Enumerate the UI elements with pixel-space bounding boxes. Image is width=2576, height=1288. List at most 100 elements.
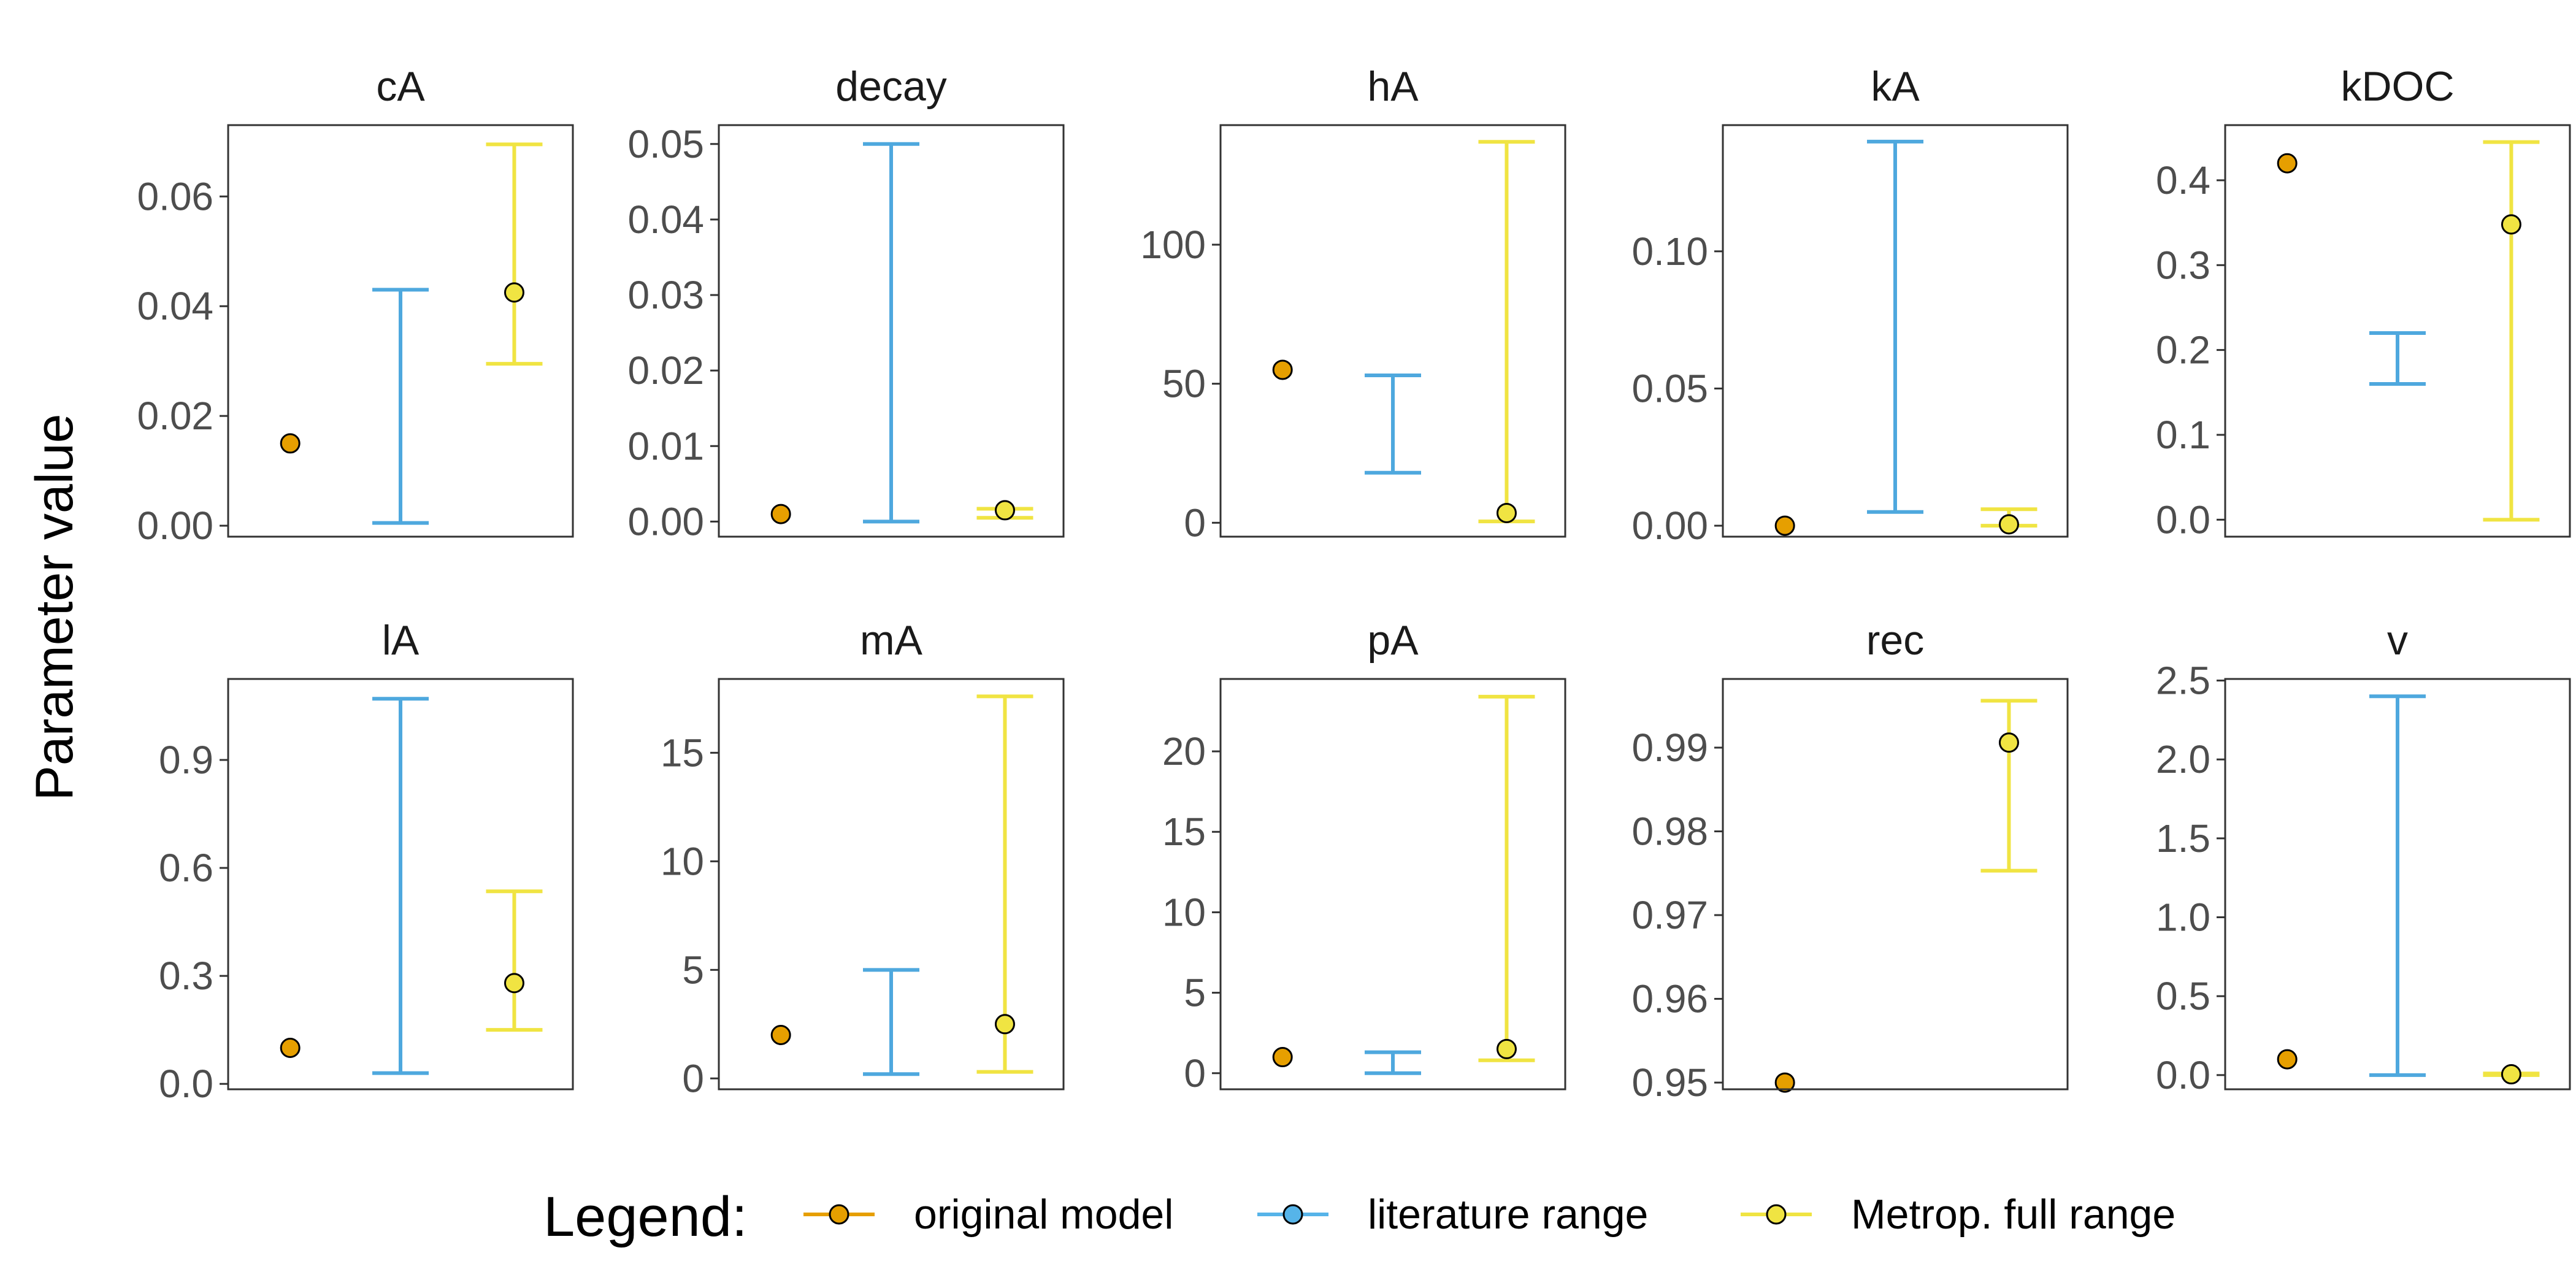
y-tick-label-la: 0.0 [159,1062,213,1106]
metrop-point-ca [504,282,524,303]
panel-border-kdoc [2224,124,2571,538]
y-tick-label-rec: 0.98 [1631,809,1708,853]
y-tick-label-rec: 0.96 [1631,977,1708,1021]
y-tick-label-ca: 0.04 [137,284,213,328]
y-tick-label-ka: 0.00 [1631,504,1708,548]
y-tick-label-v: 0.5 [2156,974,2210,1018]
panel-title-ca: cA [376,63,425,110]
panel-title-la: lA [382,617,420,664]
y-tick-label-rec: 0.99 [1631,726,1708,770]
legend-item-original: original model [803,1191,1173,1238]
original-model-point-la [280,1038,301,1059]
original-model-point-ka [1774,515,1795,536]
y-tick-label-kdoc: 0.2 [2156,328,2210,372]
metrop-range-bar-ma [976,694,1033,1074]
legend-label-original: original model [914,1191,1173,1238]
original-model-point-pa [1272,1047,1293,1068]
metrop-range-bar-ha [1478,140,1535,524]
metrop-point-ha [1496,502,1517,523]
panel-decay: decay 0.00 0.01 0.02 0.03 0.04 0.05 [627,63,1065,543]
y-tick-label-ca: 0.00 [137,504,213,548]
literature-range-bar-kdoc [2369,331,2426,386]
y-tick-label-pa: 20 [1162,729,1206,773]
y-tick-label-ka: 0.05 [1631,366,1708,410]
y-tick-label-v: 2.5 [2156,659,2210,703]
metrop-range-bar-la [486,889,543,1032]
y-tick-label-ma: 10 [661,839,704,883]
y-tick-label-decay: 0.00 [627,499,704,543]
literature-range-bar-ha [1365,374,1421,475]
y-tick-label-ca: 0.06 [137,174,213,218]
original-model-point-ca [280,433,301,454]
y-tick-label-decay: 0.05 [627,122,704,166]
y-tick-label-v: 0.0 [2156,1053,2210,1097]
y-tick-label-kdoc: 0.1 [2156,413,2210,457]
literature-range-bar-ca [372,288,429,525]
panel-ma: mA 0 5 10 15 [661,617,1065,1100]
metrop-range-bar-kdoc [2483,140,2540,522]
panel-border-pa [1219,678,1566,1091]
y-tick-label-ma: 0 [682,1056,704,1100]
y-tick-label-la: 0.9 [159,738,213,782]
panel-title-pa: pA [1367,617,1419,664]
y-tick-label-ma: 5 [682,948,704,992]
panel-ka: kA 0.00 0.05 0.10 [1631,63,2069,548]
y-tick-label-decay: 0.01 [627,424,704,468]
legend-key-point-literature [1282,1204,1303,1225]
metrop-point-la [504,973,524,994]
original-model-point-rec [1774,1072,1795,1093]
panel-title-decay: decay [835,63,946,110]
y-tick-label-la: 0.3 [159,954,213,998]
panels: cA0.000.020.040.06decay0.000.010.020.030… [137,63,2571,1106]
original-model-point-decay [770,504,791,524]
literature-range-bar-ma [863,968,919,1076]
metrop-range-bar-rec [1980,699,2037,873]
y-tick-label-ha: 100 [1140,223,1206,267]
panel-ha: hA 0 50 100 [1140,63,1566,545]
panel-border-ca [227,124,574,538]
y-tick-label-decay: 0.03 [627,273,704,317]
legend-item-metrop: Metrop. full range [1741,1191,2175,1238]
y-axis-title: Parameter value [25,414,84,801]
y-tick-label-pa: 10 [1162,890,1206,934]
metrop-point-rec [1998,732,2019,753]
panel-title-ha: hA [1367,63,1419,110]
y-tick-label-decay: 0.04 [627,197,704,242]
legend-key-point-original [829,1204,849,1225]
y-tick-label-pa: 15 [1162,810,1206,854]
y-tick-label-rec: 0.97 [1631,893,1708,937]
panel-title-rec: rec [1866,617,1924,664]
original-model-point-ma [770,1025,791,1046]
literature-range-bar-v [2369,694,2426,1077]
y-tick-label-v: 1.5 [2156,816,2210,861]
panel-rec: rec 0.95 0.96 0.97 0.98 0.99 [1631,617,2069,1105]
legend-item-literature: literature range [1257,1191,1648,1238]
y-tick-label-kdoc: 0.3 [2156,243,2210,287]
y-tick-label-rec: 0.95 [1631,1060,1708,1105]
y-tick-label-ka: 0.10 [1631,229,1708,274]
panel-border-la [227,678,574,1091]
panel-title-ma: mA [860,617,923,664]
y-tick-label-pa: 0 [1184,1051,1206,1095]
literature-range-bar-ka [1867,139,1923,514]
metrop-point-ka [1998,514,2019,535]
panel-title-v: v [2387,617,2408,664]
literature-range-bar-la [372,697,429,1075]
metrop-range-bar-ca [486,142,543,366]
y-tick-label-la: 0.6 [159,846,213,890]
metrop-point-pa [1496,1038,1517,1059]
y-tick-label-v: 2.0 [2156,737,2210,781]
metrop-point-kdoc [2501,214,2521,235]
y-tick-label-kdoc: 0.0 [2156,497,2210,542]
legend-title: Legend: [543,1186,748,1248]
panel-border-ha [1219,124,1566,538]
original-model-point-v [2277,1049,2298,1070]
original-model-point-kdoc [2277,153,2298,174]
panel-v: v 0.0 0.5 1.0 1.5 2.0 2.5 [2156,617,2571,1097]
panel-border-v [2224,678,2571,1091]
panel-border-decay [718,124,1065,538]
panel-la: lA 0.0 0.3 0.6 0.9 [159,617,574,1106]
metrop-range-bar-pa [1478,694,1535,1062]
y-tick-label-ha: 50 [1162,362,1206,406]
